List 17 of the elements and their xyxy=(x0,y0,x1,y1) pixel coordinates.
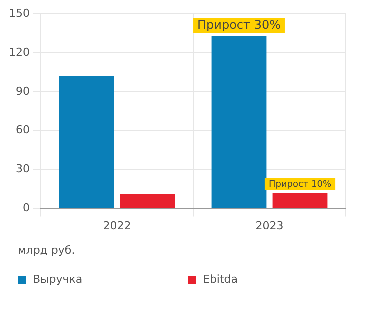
y-axis-title: млрд руб. xyxy=(18,244,76,257)
bar xyxy=(272,193,328,208)
y-tick-label: 0 xyxy=(22,202,30,215)
bar xyxy=(59,76,114,208)
legend-label: Ebitda xyxy=(203,273,238,286)
y-tick-label: 120 xyxy=(8,46,30,59)
x-tick-label: 2022 xyxy=(103,219,132,232)
x-tick-label: 2023 xyxy=(256,219,284,232)
annotation: Прирост 30% xyxy=(198,18,281,32)
annotation: Прирост 10% xyxy=(268,180,332,190)
legend-label: Выручка xyxy=(33,273,83,286)
y-tick-label: 150 xyxy=(8,6,30,20)
y-tick-label: 30 xyxy=(16,162,30,176)
y-tick-label: 60 xyxy=(16,124,30,137)
y-tick-label: 90 xyxy=(16,84,30,98)
bar xyxy=(212,36,267,208)
bar xyxy=(120,194,176,208)
